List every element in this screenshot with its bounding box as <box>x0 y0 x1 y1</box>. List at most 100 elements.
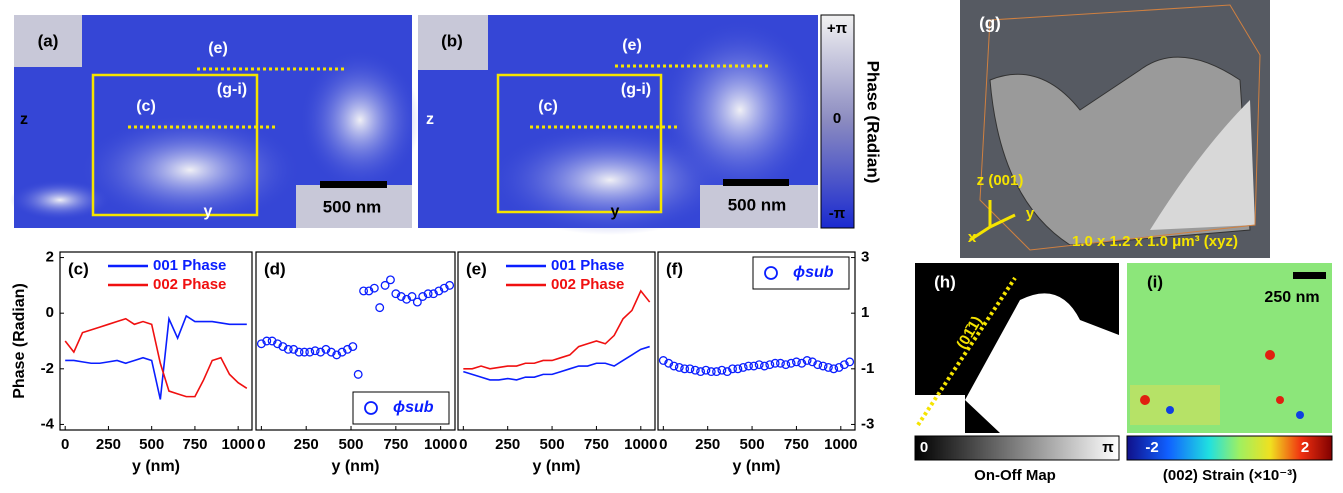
phase-texture <box>660 20 820 200</box>
y-tick-label: -1 <box>861 360 874 377</box>
x-tick-label: 1000 <box>221 436 254 453</box>
phase-colorbar: +π 0 -π Phase (Radian) <box>820 14 883 229</box>
point <box>299 347 309 357</box>
x-tick-label: 250 <box>96 436 121 453</box>
y-tick-label: -2 <box>41 360 54 377</box>
point <box>423 289 433 299</box>
point <box>375 303 385 313</box>
point <box>776 358 785 368</box>
roi-box <box>91 73 259 217</box>
point <box>845 357 855 367</box>
legend-swatch <box>364 401 378 415</box>
x-tick-label: 0 <box>459 436 467 453</box>
point <box>348 342 358 352</box>
line-label: (c) <box>538 98 558 115</box>
x-tick-label: 1000 <box>824 436 857 453</box>
axis-arrow <box>989 213 1016 229</box>
x-axis-label: y (nm) <box>533 458 581 475</box>
axis-label: z <box>426 111 434 128</box>
x-tick-label: 500 <box>740 436 765 453</box>
x-tick-label: 500 <box>540 436 565 453</box>
panel-label: (f) <box>666 259 683 278</box>
point <box>696 367 706 377</box>
axis-label: z <box>20 111 28 128</box>
point <box>749 361 759 371</box>
point <box>797 358 807 368</box>
on-region <box>965 293 1119 433</box>
y-tick-label: 1 <box>861 304 869 321</box>
x-tick-label: 250 <box>294 436 319 453</box>
point <box>669 361 679 371</box>
point <box>380 280 390 290</box>
point <box>359 286 369 296</box>
x-tick-label: 0 <box>659 436 667 453</box>
colorbar-label: -2 <box>1145 439 1158 456</box>
point <box>722 367 732 377</box>
colorbar <box>1126 435 1333 461</box>
point <box>310 346 320 356</box>
scale-bar <box>1293 272 1326 279</box>
colorbar-label: 2 <box>1301 439 1309 456</box>
y-axis-label: Phase (Radian) <box>11 283 28 399</box>
point <box>728 364 737 374</box>
point <box>834 362 844 372</box>
legend-label: 001 Phase <box>153 257 226 274</box>
point <box>813 360 823 370</box>
scale-label: 500 nm <box>323 197 382 216</box>
line <box>64 317 248 398</box>
point <box>429 289 438 299</box>
point <box>316 347 325 357</box>
point <box>674 362 684 372</box>
line <box>463 289 651 370</box>
legend-label: 001 Phase <box>551 257 624 274</box>
point <box>326 347 336 357</box>
point <box>289 344 299 354</box>
colorbar-title: Phase (Radian) <box>864 61 883 184</box>
axis-label: y <box>204 203 213 220</box>
legend-label: 002 Phase <box>153 276 226 293</box>
axis-label: x <box>968 229 977 246</box>
x-tick-label: 0 <box>257 436 265 453</box>
legend-label: ϕsub <box>793 264 834 281</box>
point <box>791 357 801 367</box>
point <box>680 364 690 374</box>
x-tick-label: 750 <box>784 436 809 453</box>
point <box>369 283 379 293</box>
strain-texture <box>1166 406 1174 414</box>
mask <box>418 15 488 70</box>
point <box>262 336 272 346</box>
phase-texture <box>300 50 420 190</box>
plot-frame <box>457 251 656 431</box>
point <box>396 292 406 301</box>
panel-b: (b) (e) (g-i) (c) z y 500 nm <box>418 15 820 235</box>
point <box>353 369 363 379</box>
panel-h: (h) (01̄1) 0 π On-Off Map <box>914 263 1120 484</box>
colorbar-title: On-Off Map <box>974 467 1056 484</box>
scale-label: 500 nm <box>728 195 787 214</box>
axis-label: z (001) <box>977 172 1024 189</box>
line-label: (e) <box>208 40 228 57</box>
y-tick-label: -4 <box>41 415 55 432</box>
scale-bar <box>320 181 387 188</box>
line <box>463 345 650 381</box>
colorbar-label: -π <box>829 205 846 222</box>
phase-texture <box>80 115 300 225</box>
point <box>445 280 455 290</box>
surface <box>1150 100 1255 230</box>
point <box>364 286 374 296</box>
point <box>781 360 791 370</box>
x-tick-label: 0 <box>61 436 69 453</box>
point <box>786 358 796 368</box>
legend-label: ϕsub <box>393 399 434 416</box>
colorbar <box>820 14 855 229</box>
colorbar <box>914 435 1120 461</box>
panel-g: (g) z (001) x y 1.0 x 1.2 x 1.0 μm³ (xyz… <box>960 0 1270 258</box>
panel-a: (a) (e) (g-i) (c) z y 500 nm <box>10 15 420 228</box>
axis-arrow <box>969 225 991 242</box>
point <box>839 360 849 370</box>
point <box>807 357 817 367</box>
panel-label: (a) <box>38 31 59 50</box>
panel-label: (d) <box>264 259 286 278</box>
colorbar-label: 0 <box>920 439 928 456</box>
line-label: (g-i) <box>217 81 247 98</box>
